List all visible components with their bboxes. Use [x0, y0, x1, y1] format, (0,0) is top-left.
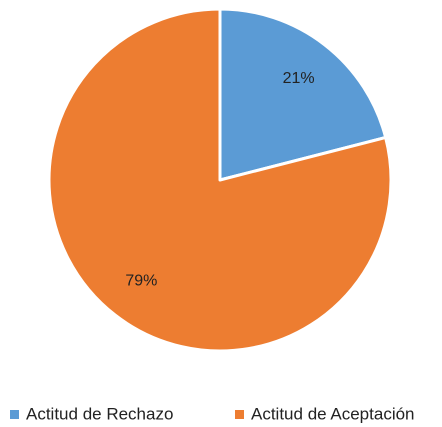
data-label: 21% — [283, 70, 315, 87]
legend-label: Actitud de Rechazo — [26, 404, 173, 423]
legend-marker — [10, 410, 19, 419]
pie-slice — [47, 7, 393, 353]
pie-slice — [218, 7, 388, 182]
data-label: 79% — [125, 273, 157, 290]
legend-label: Actitud de Aceptación — [251, 404, 415, 423]
legend-marker — [235, 410, 244, 419]
